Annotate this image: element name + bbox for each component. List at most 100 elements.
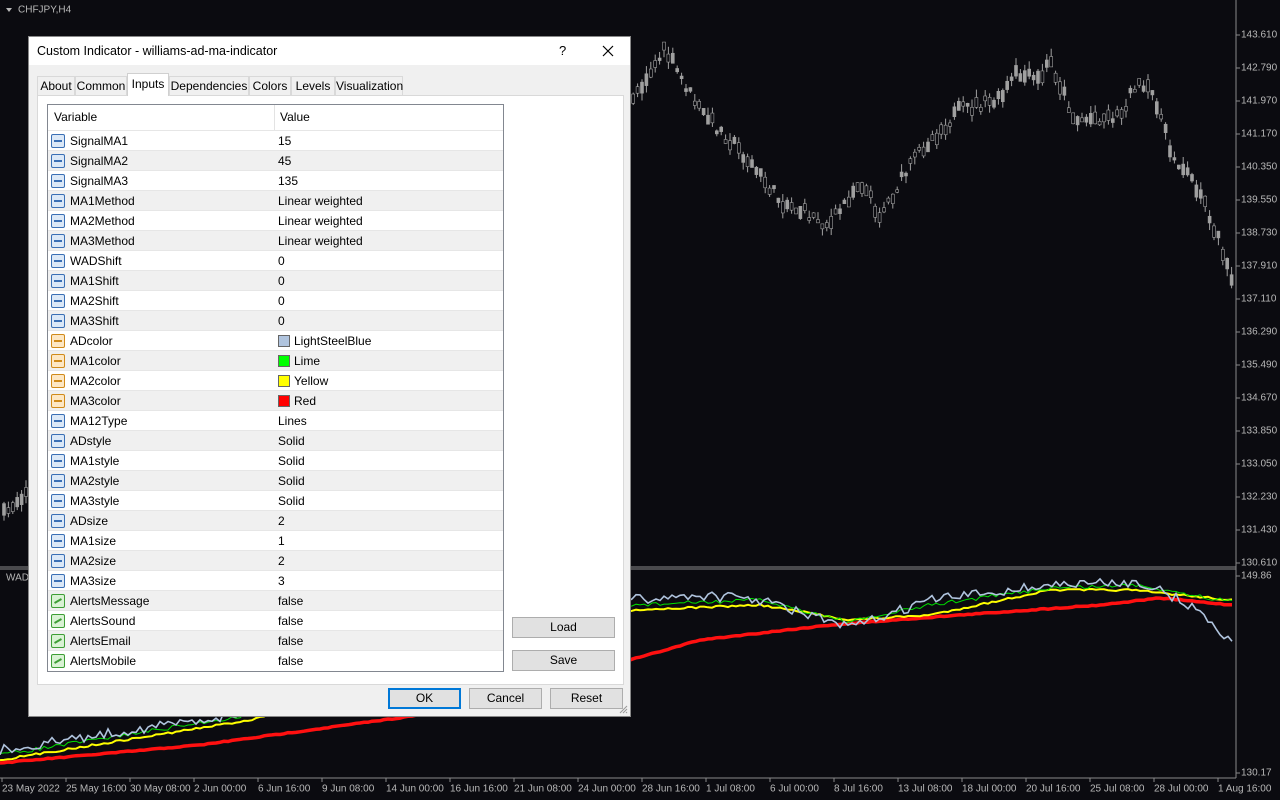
candle-body — [829, 216, 834, 229]
icon-glyph — [54, 638, 62, 644]
table-row[interactable]: MA2style Solid — [48, 470, 503, 491]
indicator-label: 130.17 — [1241, 768, 1272, 779]
price-label: 133.050 — [1241, 459, 1278, 470]
candle-body — [1009, 76, 1014, 81]
table-row[interactable]: MA1style Solid — [48, 450, 503, 471]
value-cell[interactable]: Linear weighted — [278, 191, 363, 211]
candle-body — [956, 100, 961, 111]
table-row[interactable]: SignalMA2 45 — [48, 150, 503, 171]
candle-body — [842, 199, 847, 205]
value-cell[interactable]: false — [278, 591, 303, 611]
tab[interactable]: Visualization — [335, 76, 403, 95]
tab[interactable]: Dependencies — [169, 76, 249, 95]
type-icon — [51, 394, 65, 408]
value-text: Linear weighted — [278, 234, 363, 248]
icon-glyph — [54, 220, 62, 222]
help-button[interactable]: ? — [559, 43, 567, 58]
table-row[interactable]: SignalMA3 135 — [48, 170, 503, 191]
value-cell[interactable]: false — [278, 611, 303, 631]
table-row[interactable]: MA3style Solid — [48, 490, 503, 511]
tab[interactable]: Common — [75, 76, 127, 95]
value-cell[interactable]: 2 — [278, 551, 285, 571]
table-row[interactable]: MA2Method Linear weighted — [48, 210, 503, 231]
table-row[interactable]: MA1color Lime — [48, 350, 503, 371]
candle-body — [631, 93, 636, 104]
value-text: 0 — [278, 274, 285, 288]
value-text: Solid — [278, 474, 305, 488]
value-cell[interactable]: 0 — [278, 271, 285, 291]
reset-button[interactable]: Reset — [550, 688, 623, 709]
icon-glyph — [54, 480, 62, 482]
value-cell[interactable]: Solid — [278, 471, 305, 491]
value-cell[interactable]: Lines — [278, 411, 307, 431]
column-header[interactable]: Value — [280, 110, 310, 124]
table-row[interactable]: MA1Method Linear weighted — [48, 190, 503, 211]
candle-body — [732, 136, 737, 144]
candle-body — [706, 114, 710, 125]
save-button[interactable]: Save — [512, 650, 615, 671]
cancel-button[interactable]: Cancel — [469, 688, 542, 709]
value-cell[interactable]: 2 — [278, 511, 285, 531]
price-label: 134.670 — [1241, 393, 1278, 404]
variable-name: ADstyle — [70, 434, 112, 448]
tab[interactable]: Inputs — [127, 73, 169, 96]
type-icon — [51, 414, 65, 428]
tab[interactable]: About — [37, 76, 75, 95]
value-cell[interactable]: Solid — [278, 431, 305, 451]
candle-body — [657, 57, 662, 61]
table-row[interactable]: AlertsSound false — [48, 610, 503, 631]
table-row[interactable]: AlertsEmail false — [48, 630, 503, 651]
value-cell[interactable]: Linear weighted — [278, 231, 363, 251]
table-row[interactable]: AlertsMessage false — [48, 590, 503, 611]
value-text: 2 — [278, 514, 285, 528]
table-row[interactable]: MA3Method Linear weighted — [48, 230, 503, 251]
table-row[interactable]: SignalMA1 15 — [48, 130, 503, 151]
value-cell[interactable]: 45 — [278, 151, 291, 171]
candle-body — [895, 189, 900, 193]
table-row[interactable]: MA12Type Lines — [48, 410, 503, 431]
value-cell[interactable]: Solid — [278, 451, 305, 471]
value-cell[interactable]: 135 — [278, 171, 298, 191]
table-row[interactable]: MA1Shift 0 — [48, 270, 503, 291]
table-row[interactable]: MA2color Yellow — [48, 370, 503, 391]
table-row[interactable]: ADcolor LightSteelBlue — [48, 330, 503, 351]
value-cell[interactable]: 0 — [278, 251, 285, 271]
table-row[interactable]: MA3size 3 — [48, 570, 503, 591]
table-row[interactable]: ADstyle Solid — [48, 430, 503, 451]
close-button[interactable] — [601, 44, 615, 58]
table-row[interactable]: MA3Shift 0 — [48, 310, 503, 331]
load-button[interactable]: Load — [512, 617, 615, 638]
value-cell[interactable]: 15 — [278, 131, 291, 151]
value-cell[interactable]: 3 — [278, 571, 285, 591]
table-row[interactable]: MA3color Red — [48, 390, 503, 411]
value-cell[interactable]: 0 — [278, 311, 285, 331]
value-cell[interactable]: false — [278, 651, 303, 671]
table-row[interactable]: WADShift 0 — [48, 250, 503, 271]
candle-body — [1075, 116, 1080, 126]
icon-glyph — [54, 400, 62, 402]
tab[interactable]: Levels — [291, 76, 335, 95]
ok-button[interactable]: OK — [388, 688, 461, 709]
candle-body — [24, 487, 28, 497]
table-row[interactable]: AlertsMobile false — [48, 650, 503, 671]
candle-body — [670, 52, 675, 64]
candle-body — [1150, 90, 1155, 96]
icon-glyph — [54, 598, 62, 604]
table-row[interactable]: MA2size 2 — [48, 550, 503, 571]
custom-indicator-dialog: Custom Indicator - williams-ad-ma-indica… — [28, 36, 631, 717]
date-label: 30 May 08:00 — [130, 784, 191, 795]
column-header[interactable]: Variable — [54, 110, 98, 124]
value-cell[interactable]: 0 — [278, 291, 285, 311]
value-cell[interactable]: 1 — [278, 531, 285, 551]
value-cell[interactable]: Solid — [278, 491, 305, 511]
value-cell[interactable]: Linear weighted — [278, 211, 363, 231]
table-row[interactable]: MA1size 1 — [48, 530, 503, 551]
symbol-menu-arrow[interactable] — [6, 8, 12, 12]
value-cell[interactable]: false — [278, 631, 303, 651]
table-row[interactable]: ADsize 2 — [48, 510, 503, 531]
variable-name: ADsize — [70, 514, 109, 528]
resize-grip[interactable] — [618, 704, 628, 714]
color-swatch — [278, 375, 290, 387]
table-row[interactable]: MA2Shift 0 — [48, 290, 503, 311]
tab[interactable]: Colors — [249, 76, 291, 95]
